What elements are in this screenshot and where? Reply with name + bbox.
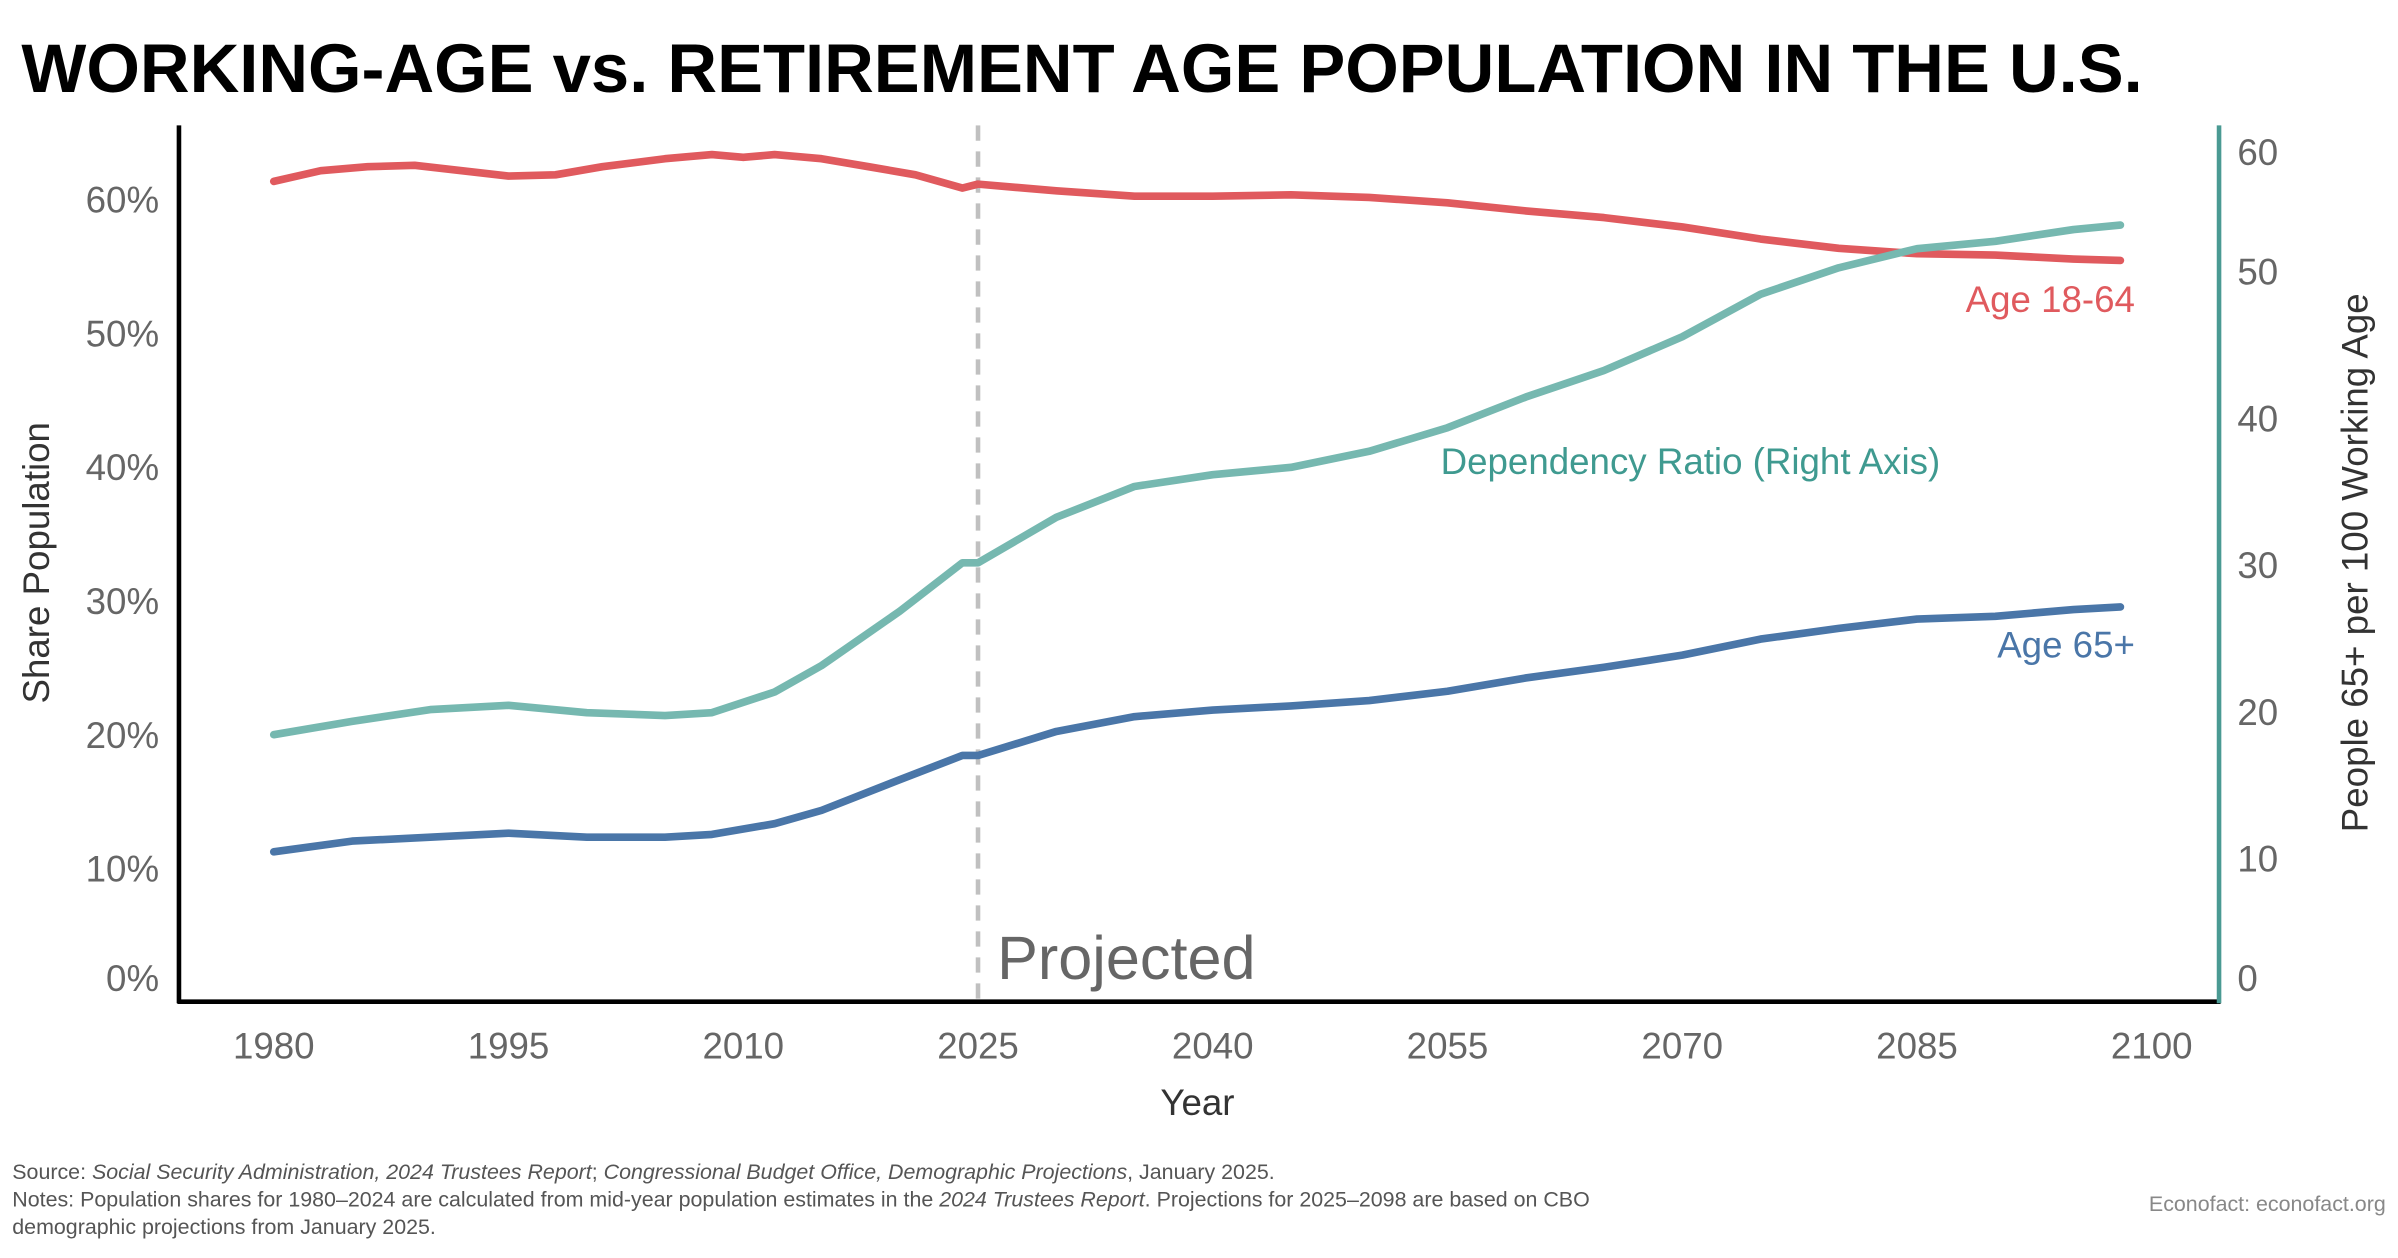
series-label-age-65: Age 65+ — [1997, 625, 2135, 666]
x-tick-label: 2010 — [702, 1025, 784, 1066]
x-tick-labels: 1980 1995 2010 2025 2040 2055 2070 2085 2100 — [233, 1025, 2193, 1066]
y-tick-label: 40% — [86, 447, 159, 488]
x-tick-label: 2100 — [2111, 1025, 2193, 1066]
footer-source: Source: Social Security Administration, … — [12, 1160, 1274, 1184]
y-right-tick-label: 60 — [2237, 132, 2278, 173]
y-tick-label: 20% — [86, 715, 159, 756]
y-right-tick-labels: 0 10 20 30 40 50 60 — [2237, 132, 2278, 999]
y-right-tick-label: 40 — [2237, 398, 2278, 439]
footer-credit: Econofact: econofact.org — [2149, 1192, 2386, 1216]
y-tick-label: 0% — [106, 958, 159, 999]
series-line-age-18-64 — [269, 150, 2125, 265]
y-right-tick-label: 20 — [2237, 692, 2278, 733]
x-tick-label: 2070 — [1641, 1025, 1723, 1066]
series-label-dependency-ratio: Dependency Ratio (Right Axis) — [1441, 441, 1941, 482]
series-line-age-65- — [269, 603, 2125, 856]
x-tick-label: 2040 — [1172, 1025, 1254, 1066]
y-right-axis-label: People 65+ per 100 Working Age — [2334, 293, 2375, 832]
y-right-tick-label: 50 — [2237, 251, 2278, 292]
x-tick-label: 1980 — [233, 1025, 315, 1066]
y-right-tick-label: 10 — [2237, 839, 2278, 880]
series-label-age-18-64: Age 18-64 — [1966, 279, 2135, 320]
x-tick-label: 2025 — [937, 1025, 1019, 1066]
y-axis-label: Share Population — [16, 422, 57, 703]
y-tick-label: 60% — [86, 180, 159, 221]
series-line-dependency-ratio-right-axis- — [269, 221, 2125, 739]
x-tick-label: 1995 — [468, 1025, 550, 1066]
footer-notes-line1: Notes: Population shares for 1980–2024 a… — [12, 1188, 1589, 1212]
x-tick-label: 2085 — [1876, 1025, 1958, 1066]
y-tick-labels: 0% 10% 20% 30% 40% 50% 60% — [86, 180, 159, 999]
y-tick-label: 30% — [86, 581, 159, 622]
plot-area — [269, 125, 2125, 1002]
y-right-tick-label: 30 — [2237, 545, 2278, 586]
chart-title: WORKING-AGE vs. RETIREMENT AGE POPULATIO… — [21, 30, 2142, 107]
x-tick-label: 2055 — [1407, 1025, 1489, 1066]
y-tick-label: 50% — [86, 313, 159, 354]
footer-notes-line2: demographic projections from January 202… — [12, 1215, 436, 1239]
x-axis-label: Year — [1160, 1082, 1234, 1123]
y-right-tick-label: 0 — [2237, 958, 2257, 999]
projected-label: Projected — [997, 924, 1255, 992]
y-tick-label: 10% — [86, 849, 159, 890]
